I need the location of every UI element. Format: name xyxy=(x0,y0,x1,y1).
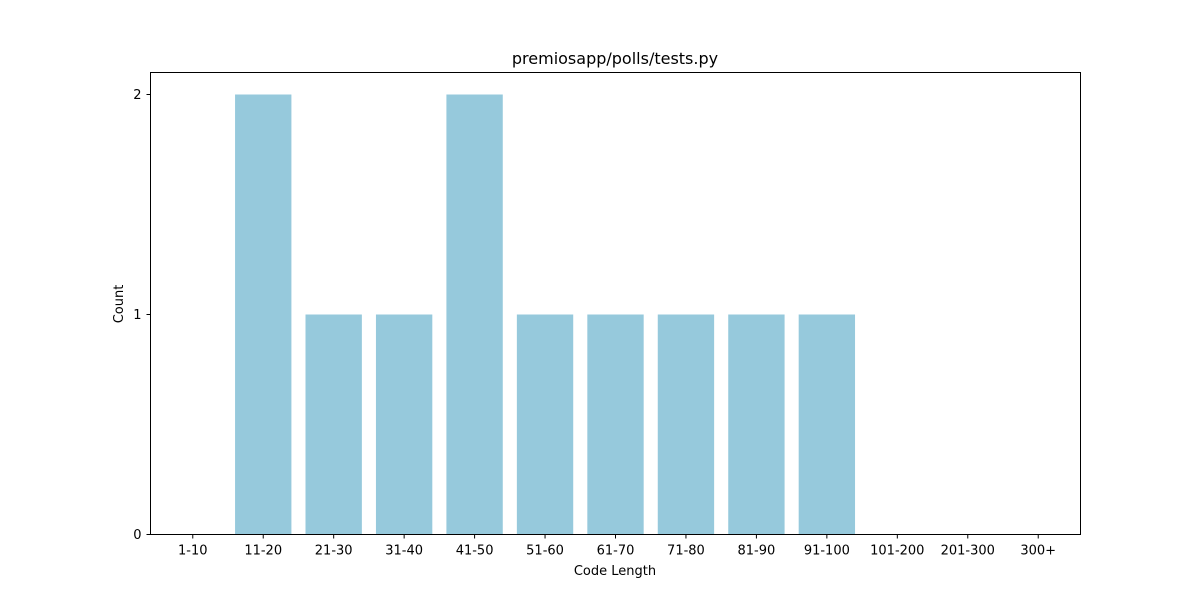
x-tick-label: 71-80 xyxy=(667,544,705,559)
x-tick-label: 81-90 xyxy=(738,544,776,559)
plot-frame xyxy=(150,72,1081,535)
chart-title: premiosapp/polls/tests.py xyxy=(512,49,718,68)
bar-31-40 xyxy=(375,314,433,535)
x-tick-label: 101-200 xyxy=(870,544,924,559)
x-tick-label: 11-20 xyxy=(244,544,282,559)
bars-layer xyxy=(235,94,856,535)
x-tick-label: 21-30 xyxy=(315,544,353,559)
x-tick-label: 41-50 xyxy=(456,544,494,559)
y-tick-label: 1 xyxy=(133,308,141,323)
bar-21-30 xyxy=(305,314,362,535)
x-tick-label: 1-10 xyxy=(178,544,208,559)
bar-91-100 xyxy=(798,314,856,535)
y-tick-label: 0 xyxy=(133,528,141,543)
x-tick-label: 300+ xyxy=(1020,544,1056,559)
bar-11-20 xyxy=(235,94,292,535)
bar-51-60 xyxy=(516,314,574,535)
x-tick-label: 51-60 xyxy=(526,544,564,559)
bar-81-90 xyxy=(728,314,785,535)
x-tick-label: 61-70 xyxy=(597,544,635,559)
bar-41-50 xyxy=(446,94,503,535)
x-tick-label: 31-40 xyxy=(385,544,423,559)
bar-61-70 xyxy=(587,314,644,535)
y-axis-label: Count xyxy=(112,285,127,324)
x-tick-label: 201-300 xyxy=(941,544,995,559)
y-axis: 0 1 2 xyxy=(133,88,151,543)
bar-71-80 xyxy=(657,314,715,535)
x-axis: 1-10 11-20 21-30 31-40 41-50 51-60 61-70 71-80 8… xyxy=(178,534,1056,559)
x-axis-label: Code Length xyxy=(574,564,656,579)
x-tick-label: 91-100 xyxy=(804,544,850,559)
y-tick-label: 2 xyxy=(133,88,141,103)
